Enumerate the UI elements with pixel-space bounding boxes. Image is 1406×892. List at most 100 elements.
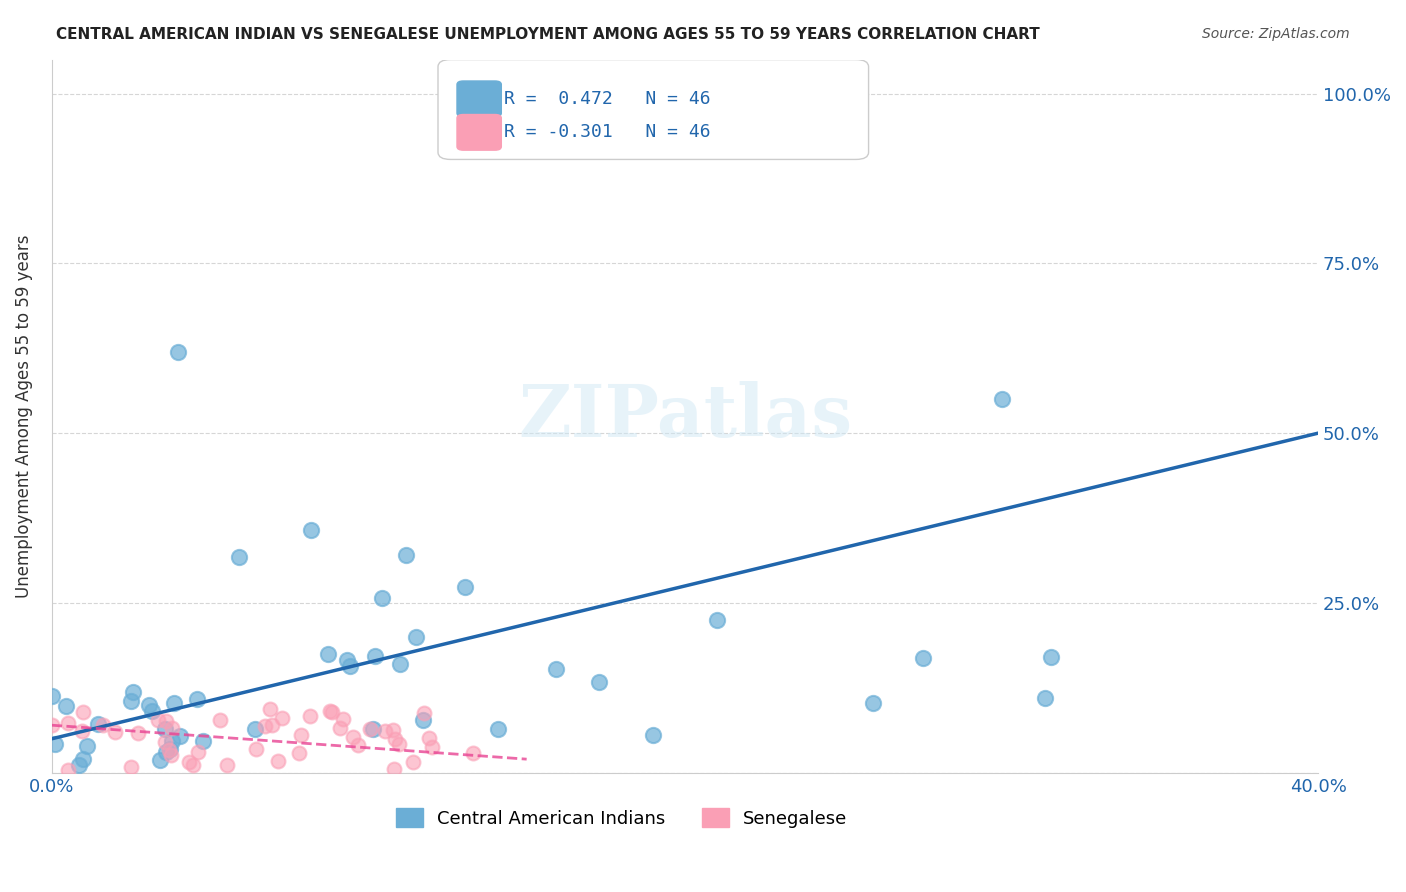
Point [486, 722, 509, 736]
Point [359, 722, 381, 736]
Point [155, 745, 177, 759]
Point [160, 733, 183, 747]
Point [290, 728, 312, 742]
Point [70, 724, 93, 739]
Point [336, 653, 359, 667]
Point [181, 758, 204, 772]
Point [93, 717, 115, 731]
Point [588, 675, 610, 690]
Text: ZIPatlas: ZIPatlas [517, 381, 852, 451]
Point [329, 721, 352, 735]
Point [138, 698, 160, 713]
Point [127, 725, 149, 739]
Point [253, 718, 276, 732]
Point [382, 723, 405, 737]
Point [243, 723, 266, 737]
Point [208, 713, 231, 727]
Point [41, 718, 63, 732]
Point [179, 755, 201, 769]
Point [160, 747, 183, 762]
Point [316, 647, 339, 661]
Point [862, 696, 884, 710]
Y-axis label: Unemployment Among Ages 55 to 59 years: Unemployment Among Ages 55 to 59 years [15, 235, 32, 598]
Point [461, 746, 484, 760]
Point [245, 742, 267, 756]
Point [1040, 649, 1063, 664]
Point [546, 662, 568, 676]
Point [384, 731, 406, 746]
Point [361, 723, 384, 737]
Point [342, 730, 364, 744]
Point [157, 743, 180, 757]
Point [167, 344, 190, 359]
Point [215, 757, 238, 772]
Point [298, 708, 321, 723]
Text: R =  0.472   N = 46: R = 0.472 N = 46 [503, 90, 710, 108]
Point [187, 746, 209, 760]
Point [41, 689, 63, 703]
Point [191, 734, 214, 748]
Point [162, 721, 184, 735]
Point [155, 714, 177, 729]
Point [67, 758, 90, 772]
Point [169, 729, 191, 743]
Point [56, 715, 79, 730]
Point [104, 725, 127, 739]
FancyBboxPatch shape [457, 114, 502, 150]
Point [288, 747, 311, 761]
Point [454, 581, 477, 595]
Point [44, 737, 66, 751]
Text: R = -0.301   N = 46: R = -0.301 N = 46 [503, 123, 710, 141]
Point [371, 591, 394, 606]
Point [141, 704, 163, 718]
Point [120, 694, 142, 708]
Point [267, 755, 290, 769]
FancyBboxPatch shape [439, 60, 869, 160]
Point [299, 523, 322, 537]
Point [228, 550, 250, 565]
Point [270, 711, 292, 725]
Point [76, 739, 98, 754]
Point [641, 728, 664, 742]
Point [262, 718, 284, 732]
Point [186, 692, 208, 706]
Point [412, 713, 434, 727]
Point [990, 392, 1012, 407]
FancyBboxPatch shape [457, 81, 502, 117]
Point [420, 739, 443, 754]
Point [120, 760, 142, 774]
Text: CENTRAL AMERICAN INDIAN VS SENEGALESE UNEMPLOYMENT AMONG AGES 55 TO 59 YEARS COR: CENTRAL AMERICAN INDIAN VS SENEGALESE UN… [56, 27, 1040, 42]
Point [374, 723, 396, 738]
Point [332, 712, 354, 726]
Point [72, 705, 94, 719]
Point [153, 722, 176, 736]
Point [412, 706, 434, 720]
Point [149, 753, 172, 767]
Point [418, 731, 440, 745]
Point [55, 698, 77, 713]
Point [259, 701, 281, 715]
Point [364, 649, 387, 664]
Point [389, 657, 412, 671]
Point [382, 763, 405, 777]
Legend: Central American Indians, Senegalese: Central American Indians, Senegalese [388, 801, 855, 835]
Point [405, 630, 427, 644]
Point [121, 685, 143, 699]
Point [706, 613, 728, 627]
Point [87, 717, 110, 731]
Text: Source: ZipAtlas.com: Source: ZipAtlas.com [1202, 27, 1350, 41]
Point [912, 650, 935, 665]
Point [318, 704, 340, 718]
Point [159, 741, 181, 756]
Point [1035, 690, 1057, 705]
Point [56, 763, 79, 777]
Point [153, 734, 176, 748]
Point [402, 755, 425, 769]
Point [339, 659, 361, 673]
Point [347, 738, 370, 752]
Point [388, 737, 411, 751]
Point [146, 713, 169, 727]
Point [72, 752, 94, 766]
Point [610, 87, 633, 101]
Point [163, 696, 186, 710]
